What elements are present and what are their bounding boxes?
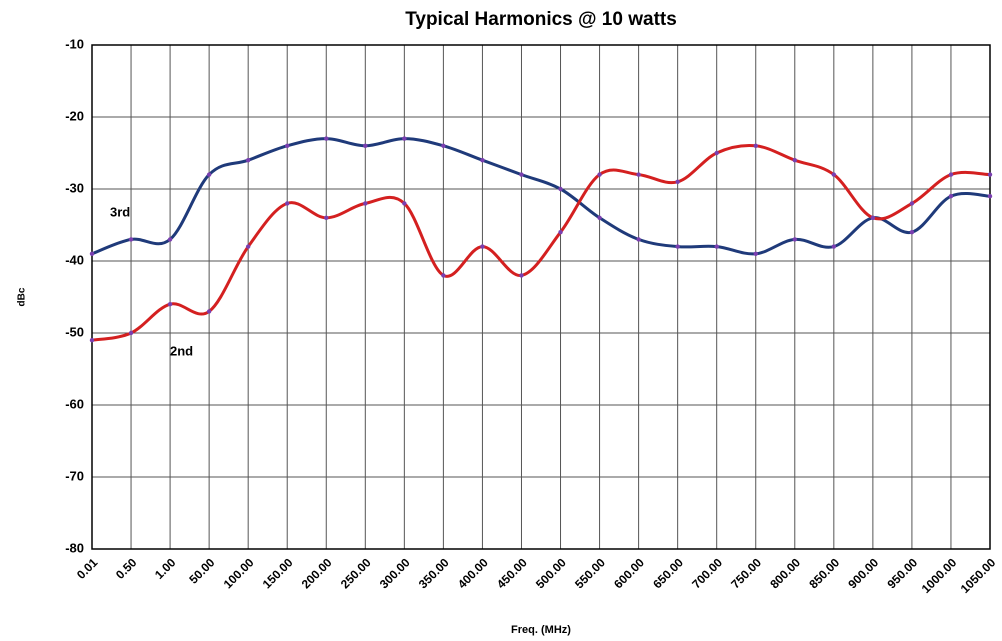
x-tick-label: 700.00 <box>689 555 725 591</box>
point <box>324 215 329 220</box>
point <box>792 158 797 163</box>
point <box>245 244 251 249</box>
y-tick-label: -60 <box>65 396 84 411</box>
x-tick-label: 200.00 <box>299 555 335 591</box>
x-tick-label: 950.00 <box>884 555 920 591</box>
point <box>987 194 993 199</box>
point <box>558 186 563 192</box>
y-tick-label: -70 <box>65 468 84 483</box>
chart-title: Typical Harmonics @ 10 watts <box>405 9 677 30</box>
point <box>167 302 173 307</box>
series-label: 2nd <box>170 343 193 358</box>
x-tick-label: 550.00 <box>572 555 608 591</box>
x-tick-label: 800.00 <box>767 555 803 591</box>
point <box>285 143 290 148</box>
x-tick-label: 900.00 <box>845 555 881 591</box>
point <box>363 143 368 148</box>
point <box>363 201 368 206</box>
point <box>128 237 134 242</box>
point <box>128 330 134 336</box>
x-tick-label: 500.00 <box>533 555 569 591</box>
point <box>206 309 212 314</box>
point <box>753 251 758 256</box>
point <box>441 143 446 148</box>
x-tick-label: 750.00 <box>728 555 764 591</box>
x-tick-label: 0.50 <box>113 555 140 582</box>
point <box>831 244 837 249</box>
point <box>831 172 837 177</box>
x-tick-label: 600.00 <box>611 555 647 591</box>
point <box>402 201 407 206</box>
x-tick-label: 850.00 <box>806 555 842 591</box>
point <box>89 338 95 343</box>
y-tick-label: -10 <box>65 36 84 51</box>
point <box>245 158 251 163</box>
y-tick-label: -30 <box>65 180 84 195</box>
y-tick-label: -50 <box>65 324 84 339</box>
point <box>519 172 524 177</box>
y-tick-label: -20 <box>65 108 84 123</box>
x-tick-label: 300.00 <box>377 555 413 591</box>
x-tick-label: 50.00 <box>186 555 217 586</box>
point <box>441 273 446 278</box>
x-tick-label: 350.00 <box>416 555 452 591</box>
point <box>558 230 563 235</box>
point <box>909 201 915 206</box>
y-tick-label: -80 <box>65 540 84 555</box>
point <box>206 172 212 177</box>
x-axis-label: Freq. (MHz) <box>511 624 571 636</box>
point <box>714 244 719 249</box>
x-tick-label: 150.00 <box>260 555 296 591</box>
x-tick-label: 250.00 <box>338 555 374 591</box>
x-tick-label: 1000.00 <box>919 555 960 596</box>
x-tick-label: 400.00 <box>455 555 491 591</box>
point <box>480 158 485 163</box>
series-label: 3rd <box>110 204 130 219</box>
point <box>753 143 758 148</box>
series-line <box>91 137 991 256</box>
point <box>89 251 95 256</box>
point <box>792 237 797 242</box>
series-line <box>91 144 991 342</box>
x-tick-label: 450.00 <box>494 555 530 591</box>
point <box>987 172 993 177</box>
point <box>324 136 329 141</box>
plot-frame <box>91 44 991 550</box>
point <box>597 215 602 220</box>
point <box>402 136 407 141</box>
point <box>480 244 485 249</box>
point <box>675 244 680 249</box>
point <box>636 237 641 242</box>
point <box>948 172 954 177</box>
x-tick-label: 650.00 <box>650 555 686 591</box>
x-tick-label: 1.00 <box>152 555 179 582</box>
point <box>714 150 719 156</box>
point <box>948 194 954 199</box>
y-axis-label: dBc <box>17 287 28 306</box>
point <box>636 172 641 177</box>
point <box>285 201 290 206</box>
point <box>519 273 524 278</box>
x-tick-label: 100.00 <box>221 555 257 591</box>
point <box>167 237 173 242</box>
point <box>909 230 915 235</box>
point <box>675 179 680 184</box>
y-tick-label: -40 <box>65 252 84 267</box>
point <box>597 172 602 177</box>
x-tick-label: 1050.00 <box>958 555 999 596</box>
x-tick-label: 0.01 <box>74 555 101 582</box>
point <box>870 215 876 220</box>
